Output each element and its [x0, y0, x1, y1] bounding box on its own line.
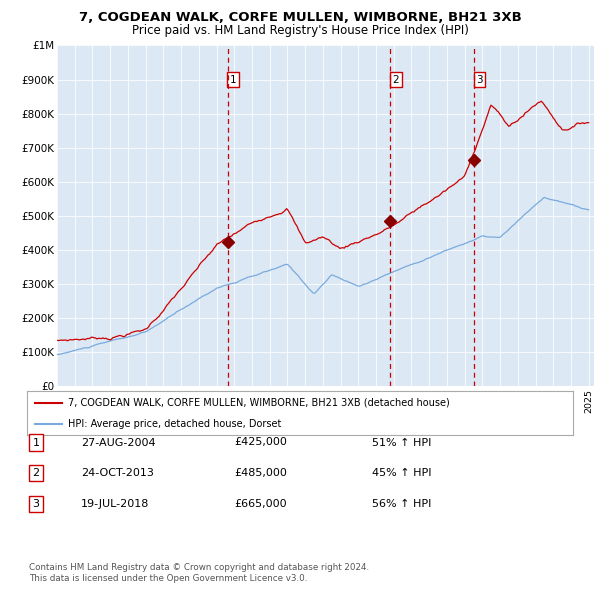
Text: 45% ↑ HPI: 45% ↑ HPI — [372, 468, 431, 478]
Text: 56% ↑ HPI: 56% ↑ HPI — [372, 499, 431, 509]
Text: £485,000: £485,000 — [234, 468, 287, 478]
Text: 7, COGDEAN WALK, CORFE MULLEN, WIMBORNE, BH21 3XB: 7, COGDEAN WALK, CORFE MULLEN, WIMBORNE,… — [79, 11, 521, 24]
Text: 19-JUL-2018: 19-JUL-2018 — [81, 499, 149, 509]
Text: 1: 1 — [32, 438, 40, 447]
Text: £425,000: £425,000 — [234, 438, 287, 447]
Text: 24-OCT-2013: 24-OCT-2013 — [81, 468, 154, 478]
Text: Price paid vs. HM Land Registry's House Price Index (HPI): Price paid vs. HM Land Registry's House … — [131, 24, 469, 37]
Text: 27-AUG-2004: 27-AUG-2004 — [81, 438, 155, 447]
Text: 3: 3 — [32, 499, 40, 509]
Text: HPI: Average price, detached house, Dorset: HPI: Average price, detached house, Dors… — [68, 419, 281, 429]
Text: 1: 1 — [230, 74, 236, 84]
Text: £665,000: £665,000 — [234, 499, 287, 509]
Text: 2: 2 — [32, 468, 40, 478]
Text: 51% ↑ HPI: 51% ↑ HPI — [372, 438, 431, 447]
Text: 2: 2 — [392, 74, 399, 84]
Text: 7, COGDEAN WALK, CORFE MULLEN, WIMBORNE, BH21 3XB (detached house): 7, COGDEAN WALK, CORFE MULLEN, WIMBORNE,… — [68, 398, 450, 408]
Text: Contains HM Land Registry data © Crown copyright and database right 2024.
This d: Contains HM Land Registry data © Crown c… — [29, 563, 369, 583]
Text: 3: 3 — [476, 74, 483, 84]
